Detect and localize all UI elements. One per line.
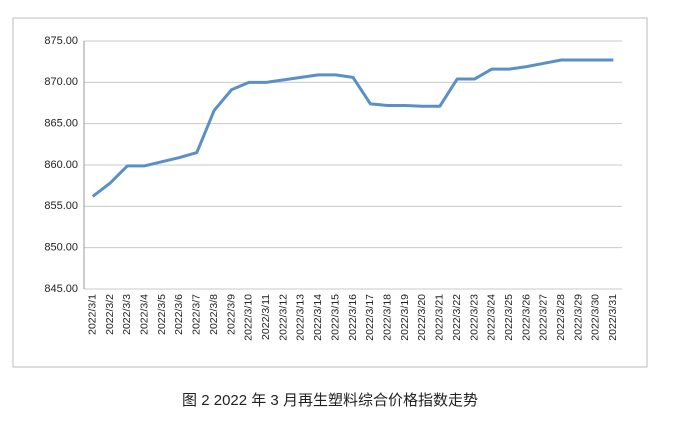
x-tick-label: 2022/3/18 [381, 294, 393, 341]
y-tick-label: 865.00 [44, 118, 78, 130]
x-tick-label: 2022/3/22 [451, 294, 463, 341]
x-tick-label: 2022/3/20 [416, 294, 428, 341]
x-tick-label: 2022/3/21 [434, 294, 446, 341]
y-tick-label: 870.00 [44, 76, 78, 88]
line [91, 58, 614, 198]
x-tick-label: 2022/3/28 [555, 294, 567, 341]
x-tick-label: 2022/3/19 [399, 294, 411, 341]
y-tick-label: 875.00 [44, 35, 78, 47]
x-tick-label: 2022/3/10 [243, 294, 255, 341]
x-tick-label: 2022/3/17 [364, 294, 376, 341]
y-tick-label: 850.00 [44, 242, 78, 254]
x-tick-label: 2022/3/8 [208, 294, 220, 335]
x-tick-label: 2022/3/23 [468, 294, 480, 341]
x-tick-label: 2022/3/29 [572, 294, 584, 341]
x-tick-label: 2022/3/6 [173, 294, 185, 335]
x-tick-label: 2022/3/25 [503, 294, 515, 341]
x-tick-label: 2022/3/24 [486, 294, 498, 341]
x-tick-label: 2022/3/14 [312, 294, 324, 341]
x-tick-label: 2022/3/9 [225, 294, 237, 335]
x-tick-label: 2022/3/3 [121, 294, 133, 335]
y-tick-label: 860.00 [44, 159, 78, 171]
x-tick-label: 2022/3/11 [260, 294, 272, 340]
x-tick-label: 2022/3/2 [104, 294, 116, 335]
x-tick-label: 2022/3/27 [538, 294, 550, 341]
x-tick-label: 2022/3/4 [139, 294, 151, 335]
x-tick-label: 2022/3/13 [295, 294, 307, 341]
y-tick-label: 855.00 [44, 200, 78, 212]
x-tick-label: 2022/3/12 [277, 294, 289, 341]
chart-frame [12, 17, 648, 368]
x-tick-label: 2022/3/31 [607, 294, 619, 341]
x-tick-label: 2022/3/16 [347, 294, 359, 341]
y-tick-label: 845.00 [44, 283, 78, 295]
x-tick-label: 2022/3/5 [156, 294, 168, 335]
x-tick-label: 2022/3/26 [520, 294, 532, 341]
x-tick-label: 2022/3/1 [86, 294, 98, 335]
x-tick-label: 2022/3/15 [329, 294, 341, 341]
x-tick-label: 2022/3/30 [590, 294, 602, 341]
x-tick-label: 2022/3/7 [191, 294, 203, 335]
caption: 图 2 2022 年 3 月再生塑料综合价格指数走势 [182, 392, 478, 409]
